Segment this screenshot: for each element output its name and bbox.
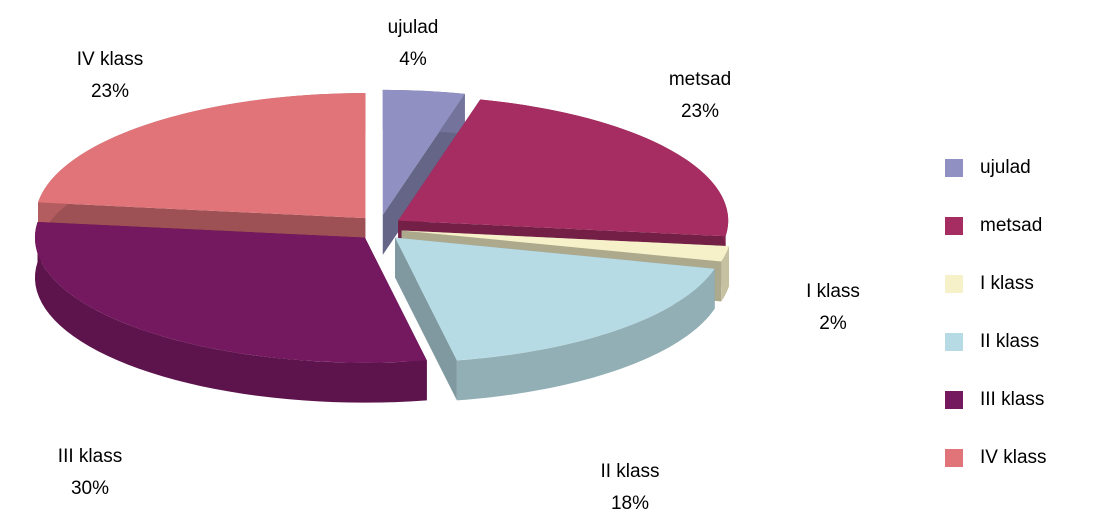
slice (34, 221, 427, 363)
legend-swatch (945, 333, 963, 351)
slice (398, 99, 729, 237)
slice-label: I klass (806, 281, 860, 302)
slice-rim (721, 246, 730, 302)
slice-tops (34, 89, 730, 363)
slice-label: IV klass (77, 49, 144, 70)
slice-rim (34, 221, 427, 403)
slice-value-label: 2% (819, 313, 847, 334)
legend-swatch (945, 217, 963, 235)
legend-label: II klass (980, 331, 1039, 352)
legend-label: metsad (980, 215, 1042, 236)
slice-value-label: 23% (91, 81, 129, 102)
slice (382, 89, 465, 215)
slice-label: ujulad (388, 17, 439, 38)
slice (38, 93, 366, 219)
slice-rim (456, 268, 715, 401)
slice (395, 237, 715, 361)
legend-label: IV klass (980, 447, 1047, 468)
legend-label: I klass (980, 273, 1034, 294)
legend-swatch (945, 391, 963, 409)
legend-label: III klass (980, 389, 1044, 410)
legend-label: ujulad (980, 157, 1031, 178)
legend-swatch (945, 275, 963, 293)
slice-label: III klass (58, 446, 122, 467)
slice-label: metsad (669, 69, 731, 90)
slice-value-label: 4% (399, 49, 427, 70)
slice (401, 230, 730, 262)
slice-side (395, 237, 457, 401)
legend-swatch (945, 159, 963, 177)
legend: ujulad metsad I klass II klass III klass IV k… (945, 157, 1047, 468)
slice-value-label: 30% (71, 478, 109, 499)
slice-value-label: 23% (681, 101, 719, 122)
slice-label: II klass (600, 461, 659, 482)
legend-swatch (945, 449, 963, 467)
slice-value-label: 18% (611, 493, 649, 510)
